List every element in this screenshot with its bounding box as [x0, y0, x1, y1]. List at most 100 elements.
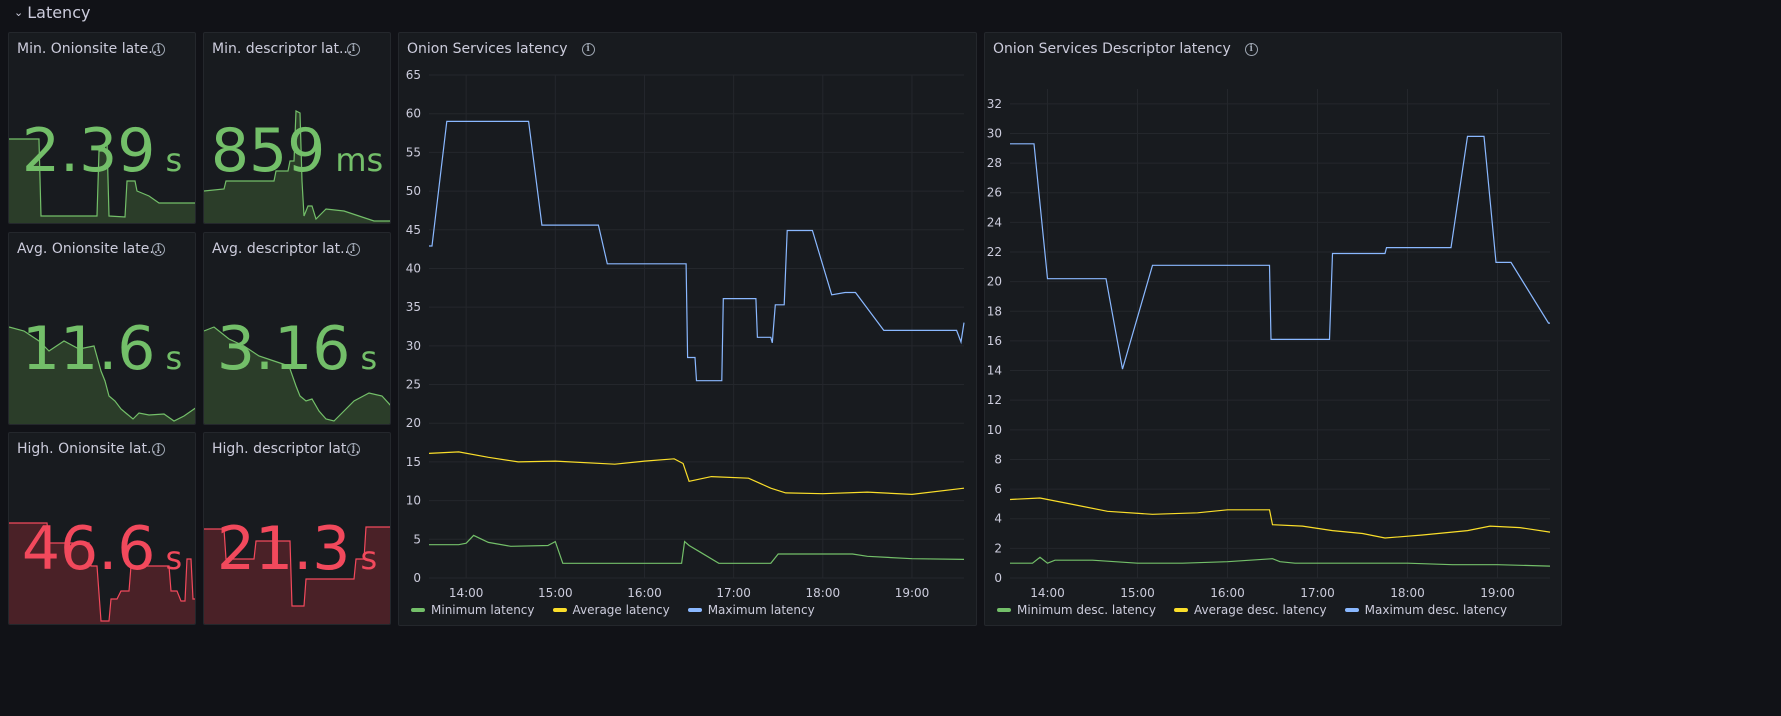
legend-label: Average latency: [572, 603, 670, 617]
legend-swatch: [552, 608, 567, 612]
info-icon[interactable]: i: [152, 443, 165, 456]
info-icon[interactable]: i: [152, 243, 165, 256]
stat-unit: s: [360, 539, 378, 577]
x-tick-label: 18:00: [1390, 586, 1425, 600]
x-tick-label: 16:00: [1210, 586, 1245, 600]
x-tick-label: 19:00: [1480, 586, 1515, 600]
info-icon[interactable]: i: [347, 43, 360, 56]
stat-panel-high-descriptor[interactable]: High. descriptor lat... i 21.3 s: [203, 432, 391, 625]
x-tick-label: 14:00: [449, 586, 484, 600]
chevron-down-icon[interactable]: ⌄: [14, 5, 24, 19]
y-tick-label: 6: [994, 482, 1002, 496]
x-tick-label: 17:00: [716, 586, 751, 600]
sparkline: [204, 326, 390, 424]
y-tick-label: 10: [987, 423, 1002, 437]
legend: Minimum latency Average latency Maximum …: [411, 603, 815, 617]
panel-title: Avg. Onionsite late...: [17, 241, 163, 257]
stat-number: 46.6: [21, 514, 156, 584]
stat-panel-min-descriptor[interactable]: Min. descriptor lat... i 859 ms: [203, 32, 391, 224]
y-tick-label: 45: [406, 223, 421, 237]
y-tick-label: 28: [987, 156, 1002, 170]
legend-label: Average desc. latency: [1193, 603, 1327, 617]
panel-title-text: Onion Services Descriptor latency: [993, 41, 1231, 57]
stat-panel-avg-descriptor[interactable]: Avg. descriptor lat... i 3.16 s: [203, 232, 391, 425]
stat-unit: ms: [335, 141, 384, 179]
stat-number: 3.16: [216, 314, 351, 384]
stat-unit: s: [165, 539, 183, 577]
info-icon[interactable]: i: [347, 243, 360, 256]
y-tick-label: 0: [413, 571, 421, 585]
y-tick-label: 5: [413, 532, 421, 546]
panel-title: Min. descriptor lat...: [212, 41, 353, 57]
x-tick-label: 19:00: [895, 586, 930, 600]
y-tick-label: 30: [406, 339, 421, 353]
legend-label: Minimum latency: [431, 603, 535, 617]
info-icon[interactable]: i: [581, 42, 595, 56]
y-tick-label: 55: [406, 145, 421, 159]
y-tick-label: 22: [987, 245, 1002, 259]
x-tick-label: 16:00: [627, 586, 662, 600]
row-title: Latency: [27, 2, 91, 22]
stat-value: 21.3 s: [204, 519, 390, 579]
panel-title: Onion Services Descriptor latency i: [993, 41, 1258, 57]
stat-value: 3.16 s: [204, 319, 390, 379]
sparkline: [9, 326, 195, 424]
y-tick-label: 2: [994, 541, 1002, 555]
series-line[interactable]: [1010, 556, 1551, 567]
stat-number: 2.39: [21, 116, 156, 186]
info-icon[interactable]: i: [347, 443, 360, 456]
row-header-latency[interactable]: ⌄ Latency: [14, 0, 90, 24]
stat-unit: s: [165, 339, 183, 377]
x-tick-label: 14:00: [1030, 586, 1065, 600]
legend-item[interactable]: Average desc. latency: [1173, 603, 1327, 617]
y-tick-label: 26: [987, 186, 1002, 200]
stat-value: 2.39 s: [9, 121, 195, 181]
info-icon[interactable]: i: [1244, 42, 1258, 56]
y-tick-label: 50: [406, 184, 421, 198]
legend-item[interactable]: Minimum desc. latency: [997, 603, 1156, 617]
y-tick-label: 15: [406, 455, 421, 469]
legend-swatch: [411, 608, 425, 612]
stat-panel-high-onionsite[interactable]: High. Onionsite lat... i 46.6 s: [8, 432, 196, 625]
stat-panel-avg-onionsite[interactable]: Avg. Onionsite late... i 11.6 s: [8, 232, 196, 425]
series-line[interactable]: [429, 534, 965, 564]
panel-title: High. Onionsite lat...: [17, 441, 161, 457]
y-tick-label: 10: [406, 494, 421, 508]
legend-item[interactable]: Maximum latency: [687, 603, 815, 617]
stat-value: 46.6 s: [9, 519, 195, 579]
x-tick-label: 17:00: [1300, 586, 1335, 600]
y-tick-label: 32: [987, 97, 1002, 111]
y-tick-label: 40: [406, 261, 421, 275]
legend-swatch: [1173, 608, 1188, 612]
legend-label: Maximum desc. latency: [1364, 603, 1508, 617]
legend-swatch: [1344, 608, 1359, 612]
legend: Minimum desc. latency Average desc. late…: [997, 603, 1507, 617]
y-tick-label: 24: [987, 215, 1002, 229]
panel-title: Onion Services latency i: [407, 41, 595, 57]
legend-item[interactable]: Minimum latency: [411, 603, 535, 617]
series-line[interactable]: [1010, 135, 1550, 370]
stat-unit: s: [165, 141, 183, 179]
legend-swatch: [687, 608, 702, 612]
stat-number: 21.3: [216, 514, 351, 584]
sparkline: [204, 526, 390, 624]
timeseries-panel-onion-latency[interactable]: Onion Services latency i 0 5 10 15 20 25 30 35 4…: [398, 32, 977, 626]
sparkline: [9, 522, 195, 624]
y-tick-label: 0: [994, 571, 1002, 585]
stat-unit: s: [360, 339, 378, 377]
series-line[interactable]: [428, 451, 965, 496]
y-tick-label: 8: [994, 452, 1002, 466]
legend-swatch: [997, 608, 1011, 612]
series-line[interactable]: [429, 120, 965, 382]
x-tick-label: 15:00: [538, 586, 573, 600]
panel-title: High. descriptor lat...: [212, 441, 360, 457]
series-line[interactable]: [1009, 497, 1551, 539]
chart-plot[interactable]: 0 5 10 15 20 25 30 35 40 45 50 55 60 65 14:00 15:00 16:0…: [399, 33, 977, 626]
stat-panel-min-onionsite[interactable]: Min. Onionsite late... i 2.39 s: [8, 32, 196, 224]
info-icon[interactable]: i: [152, 43, 165, 56]
legend-item[interactable]: Maximum desc. latency: [1344, 603, 1508, 617]
x-tick-label: 15:00: [1120, 586, 1155, 600]
legend-item[interactable]: Average latency: [552, 603, 670, 617]
